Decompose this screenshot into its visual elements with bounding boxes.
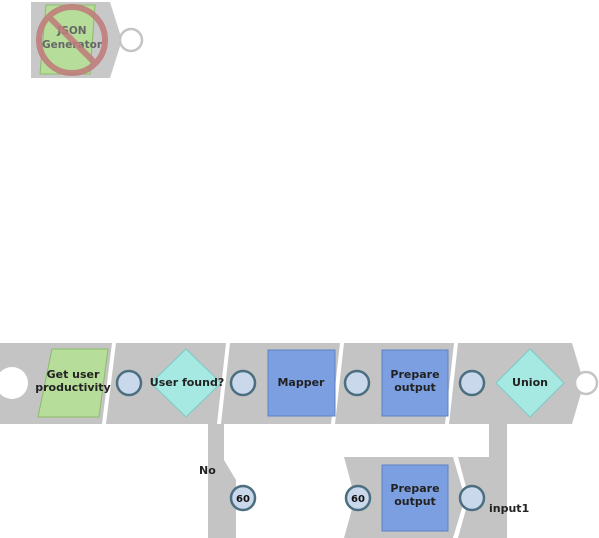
get-user-productivity-snap[interactable]: Get user productivity xyxy=(35,348,111,418)
prepare-output-bottom-label-1: Prepare xyxy=(390,482,439,495)
get-user-productivity-label-1: Get user xyxy=(47,368,100,381)
prepare-output-top-label-2: output xyxy=(394,381,436,394)
mapper-snap[interactable]: Mapper xyxy=(267,349,336,417)
disabled-icon xyxy=(36,4,108,76)
prepare-output-bottom-output-port[interactable] xyxy=(458,484,486,512)
json-generator-label-2: Generator xyxy=(42,39,103,51)
user-found-shape xyxy=(150,348,222,418)
no-branch-link-connector[interactable]: 60 xyxy=(229,484,257,512)
prepare-output-top-snap[interactable]: Prepare output xyxy=(381,349,449,417)
union-input1-label: input1 xyxy=(489,502,529,515)
mapper-shape xyxy=(267,349,336,417)
get-user-productivity-output-port[interactable] xyxy=(115,369,143,397)
prepare-output-top-shape xyxy=(381,349,449,417)
mapper-output-port[interactable] xyxy=(343,369,371,397)
user-found-output-port[interactable] xyxy=(229,369,257,397)
prepare-output-bottom-shape xyxy=(381,464,449,532)
union-label: Union xyxy=(512,376,548,389)
no-branch-link-number: 60 xyxy=(236,494,250,505)
prepare-output-top-output-port[interactable] xyxy=(458,369,486,397)
mapper-label: Mapper xyxy=(277,376,325,389)
user-found-label: User found? xyxy=(150,376,224,389)
get-user-productivity-label-2: productivity xyxy=(35,381,110,394)
no-branch-label: No xyxy=(199,464,216,477)
union-output-port[interactable] xyxy=(573,370,599,396)
union-snap[interactable]: Union xyxy=(495,348,565,418)
bottom-branch-link-connector[interactable]: 60 xyxy=(344,484,372,512)
union-shape xyxy=(495,348,565,418)
prepare-output-bottom-label-2: output xyxy=(394,495,436,508)
prepare-output-top-label-1: Prepare xyxy=(390,368,439,381)
json-generator-snap[interactable]: JSON Generator xyxy=(31,2,144,78)
bottom-branch-link-number: 60 xyxy=(351,494,365,505)
json-generator-output-port[interactable] xyxy=(118,27,144,53)
get-user-productivity-shape xyxy=(37,348,109,418)
prepare-output-bottom-snap[interactable]: Prepare output xyxy=(381,464,449,532)
user-found-router-snap[interactable]: User found? xyxy=(150,348,224,418)
